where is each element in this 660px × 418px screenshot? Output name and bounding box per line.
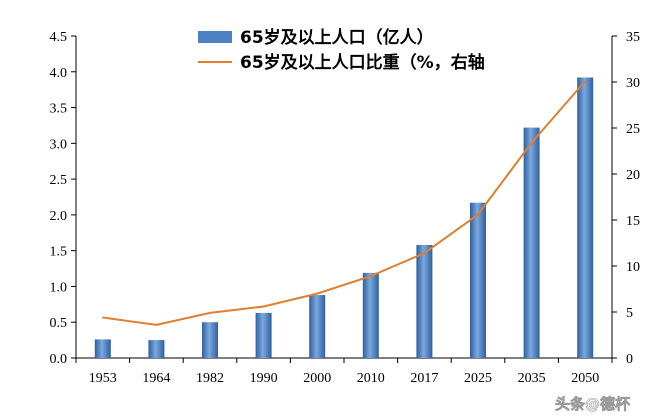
x-tick-label: 2000 [303,371,331,386]
legend-line-label: 65岁及以上人口比重（%，右轴 [240,52,485,73]
bar [577,77,594,358]
left-tick-label: 1.5 [50,245,68,260]
watermark-text: 头条@德杯 [555,395,631,413]
line-point [209,312,211,314]
bar [523,127,540,358]
left-tick-label: 0.5 [50,316,68,331]
right-tick-label: 10 [626,260,640,275]
x-tick-label: 1990 [250,371,278,386]
left-tick-label: 2.5 [50,173,68,188]
line-point [423,252,426,254]
left-tick-label: 3.5 [50,102,68,117]
left-axis-ticks: 0.0 0.5 1.0 1.5 2.0 2.5 3.0 3.5 4.0 4.5 [50,30,76,367]
x-tick-label: 1964 [142,371,170,386]
x-tick-label: 2010 [357,371,385,386]
right-tick-label: 20 [626,168,640,183]
line-point [370,275,372,277]
bar [416,244,433,358]
legend-bar-label: 65岁及以上人口（亿人） [240,27,434,48]
line-point [102,316,104,319]
right-tick-label: 0 [626,352,633,367]
line-path [102,80,586,326]
bar [362,272,379,358]
x-tick-label: 2025 [464,371,492,386]
bar [202,322,218,358]
x-tick-label: 2050 [571,371,599,386]
right-tick-label: 5 [626,306,633,321]
line-point [316,292,319,295]
bar [148,340,165,358]
left-tick-label: 4.5 [50,30,68,45]
x-tick-label: 2035 [518,371,546,386]
line-series [102,80,586,326]
left-tick-label: 1.0 [50,280,68,295]
left-tick-label: 2.0 [50,209,68,224]
bar [255,312,272,358]
bar-series [94,77,594,358]
right-tick-label: 25 [626,122,640,137]
watermark: 头条@德杯 [555,395,632,414]
bar [94,339,111,358]
right-tick-label: 30 [626,76,640,91]
right-tick-label: 35 [626,30,640,45]
left-tick-label: 4.0 [50,66,68,81]
line-point [262,305,265,308]
right-axis-ticks: 0 5 10 15 20 25 30 35 [612,30,640,367]
right-tick-label: 15 [626,214,640,229]
x-axis-ticks: 1953 1964 1982 1990 2000 2010 2017 2025 2035 2050 [75,358,613,386]
line-point [155,324,158,326]
x-tick-label: 2017 [410,371,438,386]
line-point [530,141,533,144]
line-point [584,80,586,82]
left-tick-label: 3.0 [50,137,68,152]
line-point [477,213,479,216]
left-tick-label: 0.0 [50,352,68,367]
legend-bar-swatch [198,31,232,43]
bar [470,202,486,358]
legend: 65岁及以上人口（亿人） 65岁及以上人口比重（%，右轴 [198,27,485,73]
x-tick-label: 1953 [89,371,117,386]
bar [309,295,326,358]
x-tick-label: 1982 [196,371,224,386]
